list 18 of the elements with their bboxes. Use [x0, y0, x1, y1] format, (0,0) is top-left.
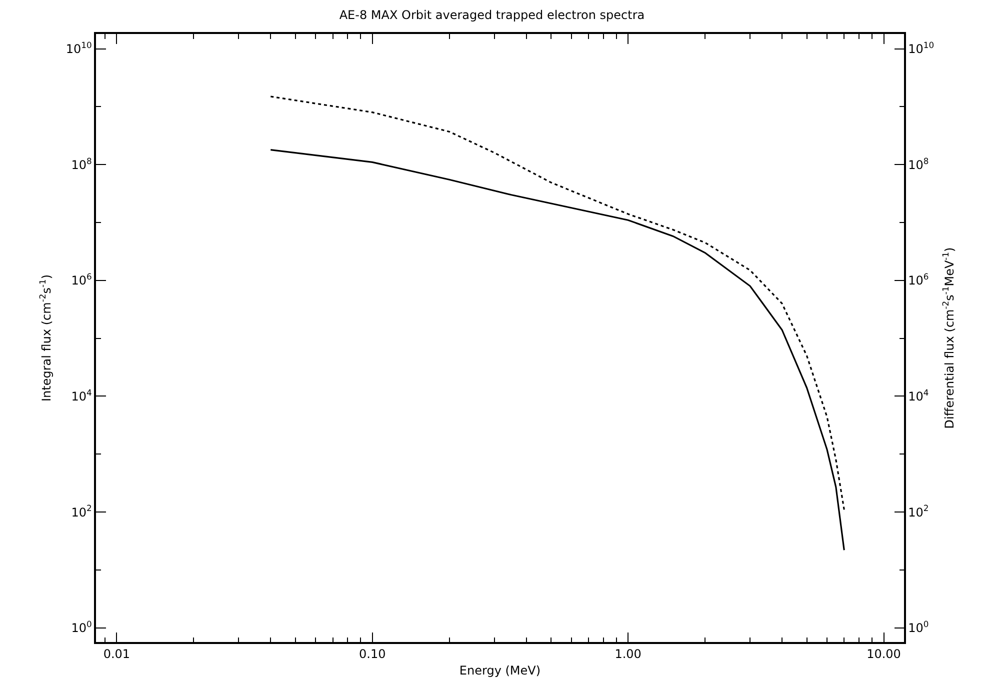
x-tick-label: 1.00 — [614, 647, 642, 662]
chart-title: AE-8 MAX Orbit averaged trapped electron spectra — [339, 8, 645, 22]
text: 10$^{6}$ — [908, 272, 929, 288]
y-tick-label: 10$^{0}$ — [71, 619, 92, 636]
text: 10$^{10}$ — [908, 40, 934, 56]
x-tick-label: 0.10 — [359, 647, 386, 662]
y-tick-label: 10$^{6}$ — [71, 272, 92, 288]
y-tick-label: 10$^{10}$ — [66, 40, 92, 56]
text: 10$^{0}$ — [908, 619, 929, 636]
y-tick-label: 10$^{8}$ — [71, 156, 92, 172]
x-axis-title: Energy (MeV) — [459, 664, 541, 678]
x-tick-label: 10.00 — [866, 647, 901, 662]
x-tick-label: 0.01 — [103, 647, 130, 662]
text: 10$^{4}$ — [908, 387, 929, 404]
y-tick-label: 10$^{4}$ — [71, 387, 92, 404]
y-tick-label: 10$^{2}$ — [71, 503, 92, 520]
text: 10$^{8}$ — [908, 156, 929, 172]
text: 10$^{2}$ — [908, 503, 929, 520]
